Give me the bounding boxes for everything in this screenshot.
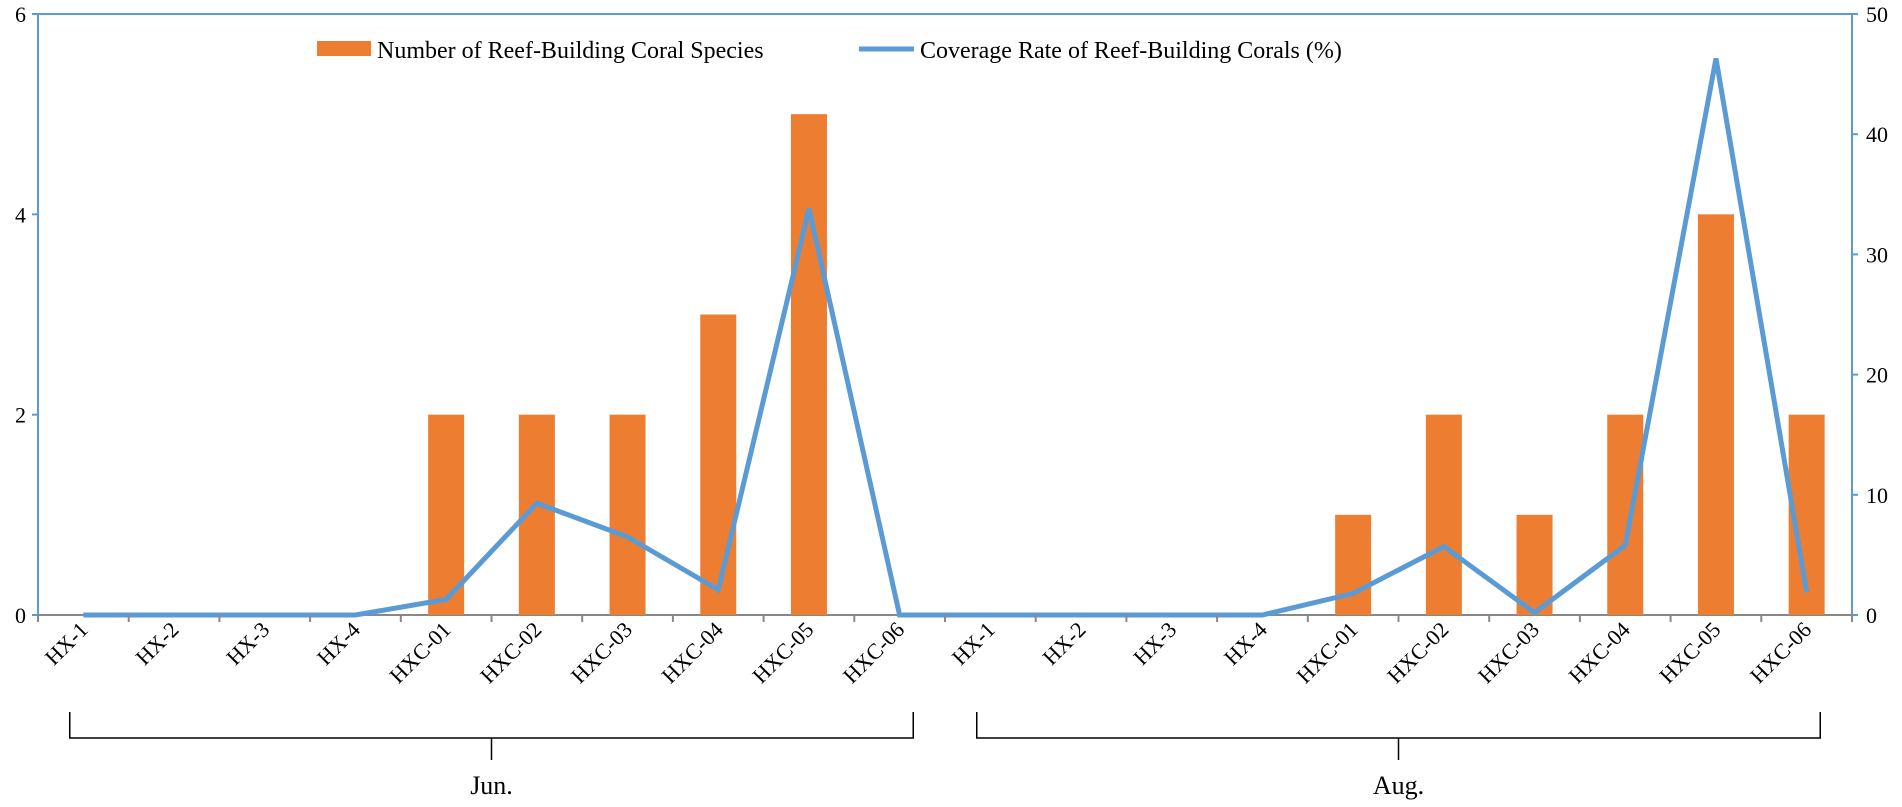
bar — [1335, 514, 1372, 615]
x-tick-label: HXC-04 — [657, 617, 728, 688]
x-tick-label: HXC-02 — [1382, 617, 1453, 688]
x-tick-label: HX-4 — [1219, 617, 1272, 670]
x-axis-ticks: HX-1 HX-2 HX-3 HX-4 HXC-01 HXC-02 HXC-03 HXC-04… — [37, 615, 1853, 688]
x-tick-label: HXC-03 — [1473, 617, 1544, 688]
left-tick-label: 2 — [15, 403, 26, 428]
bar — [1697, 214, 1734, 616]
x-tick-label: HXC-06 — [1745, 617, 1816, 688]
right-tick-label: 0 — [1866, 603, 1877, 628]
x-tick-label: HX-2 — [1037, 617, 1090, 670]
legend-bar-swatch — [317, 41, 371, 56]
x-tick-label: HXC-01 — [384, 617, 455, 688]
x-tick-label: HXC-05 — [1654, 617, 1725, 688]
group-label: Aug. — [1373, 771, 1424, 800]
group-label: Jun. — [470, 771, 513, 800]
x-tick-label: HXC-06 — [838, 617, 909, 688]
legend: Number of Reef-Building Coral Species Co… — [317, 38, 1342, 64]
right-tick-label: 30 — [1866, 242, 1888, 267]
bar — [428, 414, 465, 615]
x-tick-label: HX-3 — [1128, 617, 1181, 670]
x-tick-label: HX-2 — [130, 617, 183, 670]
bar — [1607, 414, 1644, 615]
right-axis-ticks: 0 10 20 30 40 50 — [1852, 2, 1888, 628]
left-tick-label: 0 — [15, 603, 26, 628]
x-tick-label: HX-1 — [40, 617, 93, 670]
x-tick-label: HX-3 — [221, 617, 274, 670]
x-tick-label: HX-1 — [947, 617, 1000, 670]
left-axis-ticks: 0 2 4 6 — [15, 2, 38, 628]
left-tick-label: 4 — [15, 202, 26, 227]
bar — [609, 414, 646, 615]
x-tick-label: HXC-01 — [1291, 617, 1362, 688]
bar — [700, 314, 737, 615]
bar — [1516, 514, 1553, 615]
x-tick-label: HXC-05 — [747, 617, 818, 688]
right-tick-label: 50 — [1866, 2, 1888, 27]
right-tick-label: 10 — [1866, 483, 1888, 508]
category-groups: Jun. Aug. — [68, 712, 1822, 800]
group-bracket — [68, 712, 915, 739]
plot-area — [37, 13, 1853, 616]
group-bracket — [975, 712, 1822, 739]
x-tick-label: HX-4 — [312, 617, 365, 670]
right-tick-label: 40 — [1866, 122, 1888, 147]
x-tick-label: HXC-03 — [566, 617, 637, 688]
x-tick-label: HXC-02 — [475, 617, 546, 688]
legend-bar-label: Number of Reef-Building Coral Species — [377, 38, 764, 64]
bar — [790, 114, 827, 616]
legend-line-label: Coverage Rate of Reef-Building Corals (%… — [920, 38, 1342, 64]
x-tick-label: HXC-04 — [1564, 617, 1635, 688]
right-tick-label: 20 — [1866, 363, 1888, 388]
bar — [1425, 414, 1462, 615]
left-tick-label: 6 — [15, 2, 26, 27]
